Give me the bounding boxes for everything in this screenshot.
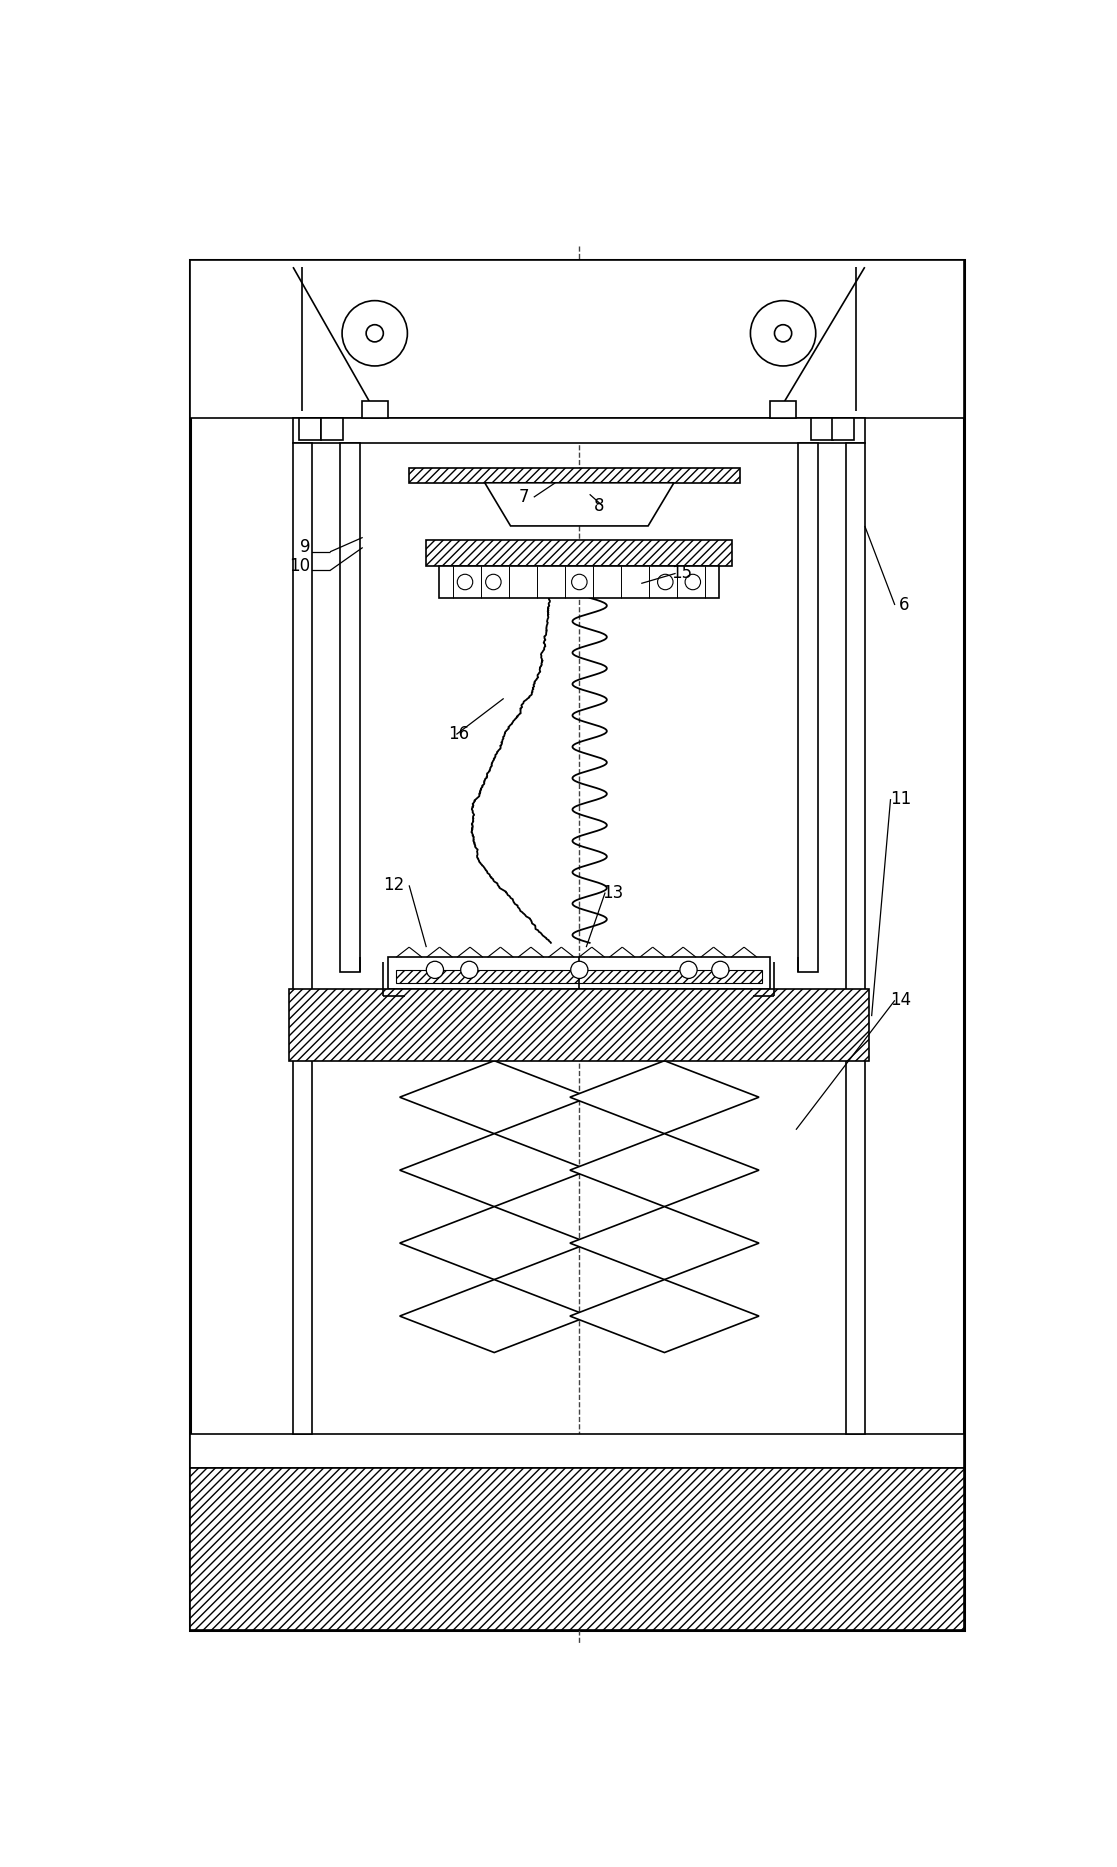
Bar xyxy=(832,418,855,441)
Circle shape xyxy=(486,575,502,590)
Bar xyxy=(811,418,833,441)
Circle shape xyxy=(658,575,674,590)
Bar xyxy=(846,442,865,1434)
Text: 14: 14 xyxy=(890,991,911,1010)
Circle shape xyxy=(342,301,408,366)
Bar xyxy=(388,958,771,990)
Circle shape xyxy=(366,325,383,342)
Bar xyxy=(289,990,869,1060)
Text: 8: 8 xyxy=(594,497,604,515)
Text: 13: 13 xyxy=(602,883,623,902)
Text: 10: 10 xyxy=(289,556,311,575)
Bar xyxy=(341,442,360,971)
Polygon shape xyxy=(570,1133,760,1206)
Circle shape xyxy=(685,575,700,590)
Bar xyxy=(190,1434,964,1467)
Polygon shape xyxy=(570,1206,760,1279)
Bar xyxy=(798,442,819,971)
Bar xyxy=(439,566,718,597)
Bar xyxy=(293,442,312,1434)
Bar xyxy=(771,401,796,418)
Circle shape xyxy=(571,962,588,978)
Circle shape xyxy=(457,575,472,590)
Polygon shape xyxy=(570,1279,760,1352)
Text: 9: 9 xyxy=(299,538,311,556)
Circle shape xyxy=(680,962,697,978)
Circle shape xyxy=(774,325,792,342)
Circle shape xyxy=(427,962,443,978)
Polygon shape xyxy=(400,1133,589,1206)
Text: 15: 15 xyxy=(671,564,693,583)
Bar xyxy=(190,1467,964,1630)
Polygon shape xyxy=(570,1060,760,1133)
Text: 7: 7 xyxy=(519,487,529,506)
Text: 6: 6 xyxy=(899,596,909,614)
Bar xyxy=(362,401,388,418)
Circle shape xyxy=(751,301,815,366)
Bar xyxy=(299,418,322,441)
Bar xyxy=(397,971,762,984)
Bar xyxy=(190,260,964,418)
Circle shape xyxy=(712,962,729,978)
Polygon shape xyxy=(400,1279,589,1352)
Text: 16: 16 xyxy=(448,726,469,743)
Circle shape xyxy=(572,575,588,590)
Bar xyxy=(293,418,865,442)
Bar xyxy=(427,540,732,566)
Bar xyxy=(409,469,741,484)
Polygon shape xyxy=(400,1206,589,1279)
Text: 11: 11 xyxy=(890,790,911,808)
Bar xyxy=(321,418,343,441)
Polygon shape xyxy=(400,1060,589,1133)
Circle shape xyxy=(460,962,478,978)
Polygon shape xyxy=(485,484,674,526)
Text: 12: 12 xyxy=(383,876,404,894)
Bar xyxy=(190,260,964,1630)
